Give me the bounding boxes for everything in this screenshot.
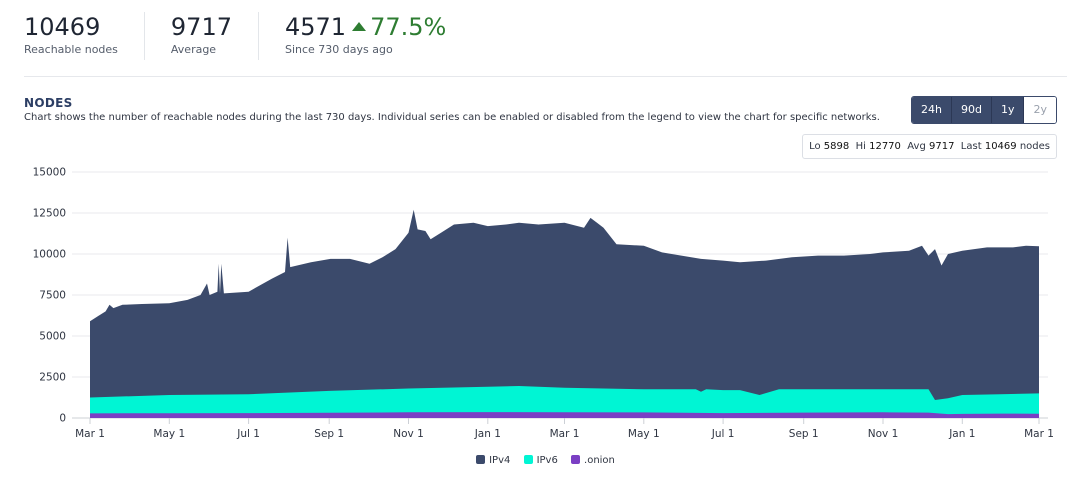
arrow-up-icon [352,22,367,31]
x-tick-label: May 1 [153,428,185,440]
range-button-2y[interactable]: 2y [1024,97,1056,123]
summary-hi-label: Hi [855,141,866,152]
area-onion [90,412,1039,418]
y-tick-label: 2500 [39,372,66,384]
stat-reachable-nodes: 10469 Reachable nodes [24,12,145,60]
x-tick-label: Mar 1 [75,428,105,440]
stat-label: Average [170,43,217,56]
legend-item-ipv6[interactable]: IPv6 [523,455,558,466]
stat-average: 9717 Average [171,12,259,60]
stat-value: 9717 [170,13,232,41]
x-tick-label: Sep 1 [789,428,819,440]
range-button-24h[interactable]: 24h [912,97,952,123]
x-tick-label: Jan 1 [474,428,501,440]
summary-box: Lo 5898 Hi 12770 Avg 9717 Last 10469 nod… [802,134,1057,159]
summary-avg-value: 9717 [928,141,955,152]
x-tick-label: Sep 1 [314,428,344,440]
section-description: Chart shows the number of reachable node… [24,112,880,123]
summary-last-value: 10469 [984,141,1017,152]
y-tick-label: 15000 [33,167,66,179]
x-tick-label: Jan 1 [948,428,975,440]
x-tick-label: May 1 [628,428,660,440]
summary-avg-label: Avg [907,141,926,152]
stats-row: 10469 Reachable nodes 9717 Average 4571 7… [24,12,498,60]
stat-label: Reachable nodes [24,43,118,56]
range-button-90d[interactable]: 90d [951,97,992,123]
x-tick-label: Mar 1 [550,428,580,440]
summary-last-label: Last [960,141,982,152]
range-button-1y[interactable]: 1y [991,97,1025,123]
y-tick-label: 5000 [39,331,66,343]
stat-value-row: 4571 77.5% [285,12,446,42]
x-tick-label: Nov 1 [393,428,424,440]
y-tick-label: 7500 [39,290,66,302]
legend-item-onion[interactable]: .onion [571,455,615,466]
legend-label: IPv4 [489,455,511,466]
y-tick-label: 12500 [33,208,66,220]
y-tick-label: 10000 [33,249,66,261]
legend-swatch [523,455,533,464]
area-ipv4 [90,209,1039,418]
nodes-chart: 0 2500 5000 7500 10000 12500 15000 Mar 1 May 1 Ju… [33,167,1054,441]
area-ipv6 [90,386,1039,418]
y-tick-label: 0 [59,413,66,425]
legend: IPv4 IPv6 .onion [0,455,1091,466]
x-tick-label: Mar 1 [1024,428,1054,440]
divider [24,76,1067,77]
legend-label: IPv6 [536,455,558,466]
summary-lo-label: Lo [809,141,821,152]
x-tick-label: Nov 1 [868,428,899,440]
section-title: NODES [24,96,73,110]
summary-hi-value: 12770 [869,141,901,152]
legend-item-ipv4[interactable]: IPv4 [476,455,510,466]
range-selector: 24h 90d 1y 2y [911,96,1057,124]
stat-change: 4571 77.5% Since 730 days ago [285,12,472,60]
legend-swatch [571,455,581,464]
x-tick-label: Jul 1 [236,428,260,440]
stat-label: Since 730 days ago [284,43,393,56]
legend-label: .onion [584,455,615,466]
summary-last-unit: nodes [1019,141,1050,152]
stat-value: 4571 [284,13,347,41]
legend-swatch [476,455,486,464]
stat-delta: 77.5% [370,13,447,41]
summary-lo-value: 5898 [823,141,850,152]
stat-value: 10469 [24,13,101,41]
x-tick-label: Jul 1 [711,428,735,440]
